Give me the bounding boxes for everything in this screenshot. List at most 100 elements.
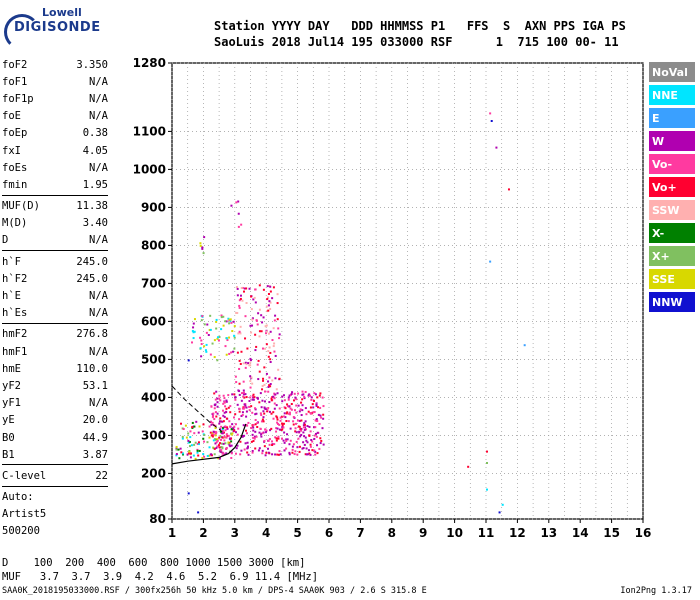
param-row: foF1p N/A [2,90,108,107]
echo-point [242,362,245,365]
echo-point [261,449,264,452]
echo-point [222,426,225,429]
echo-point [233,336,236,339]
echo-point [286,433,289,436]
echo-point [191,341,194,344]
param-name: h`F [2,255,21,268]
echo-point [206,323,209,326]
echo-point [208,446,211,449]
echo-point [192,337,195,340]
echo-point [274,377,277,380]
echo-point [269,429,272,432]
echo-point [238,359,241,362]
echo-point [229,425,232,428]
echo-point [237,332,240,335]
param-value: 44.9 [82,431,108,444]
echo-point [267,451,270,454]
legend-item: NoVal [649,62,695,82]
echo-point [305,439,308,442]
param-row: Auto: [2,489,108,506]
echo-point [315,403,318,406]
echo-point [229,405,232,408]
echo-point [224,429,227,432]
echo-point [228,318,231,321]
echo-point [269,307,272,310]
echo-point [193,318,196,321]
echo-point [238,367,241,370]
echo-point [251,398,254,401]
echo-point [298,419,301,422]
echo-point [268,346,271,349]
echo-point [293,409,296,412]
echo-point [200,319,203,322]
param-value: 53.1 [82,379,108,392]
echo-point [314,426,317,429]
echo-point [273,392,276,395]
echo-point [248,364,251,367]
echo-point [269,285,272,288]
echo-point [218,442,221,445]
echo-point [244,361,247,364]
param-value: 3.87 [82,448,108,461]
echo-point [224,442,227,445]
echo-point [194,457,197,460]
echo-point [285,439,288,442]
echo-point [237,225,240,228]
param-row: B0 44.9 [2,429,108,446]
echo-point [267,439,270,442]
echo-point [239,297,242,300]
echo-point [302,426,305,429]
echo-point [293,392,296,395]
param-row: foEp 0.38 [2,125,108,142]
echo-point [248,400,251,403]
echo-point [259,427,262,430]
echo-point [239,332,242,335]
echo-point [254,349,257,352]
x-tick-label: 7 [356,526,364,540]
echo-point [304,390,307,393]
param-name: D [2,234,9,247]
echo-point [200,339,203,342]
echo-point [467,465,470,468]
echo-point [264,408,267,411]
echo-point [261,388,264,391]
echo-point [220,316,223,319]
echo-point [291,391,294,394]
echo-point [273,397,276,400]
echo-point [201,246,204,249]
echo-point [258,447,261,450]
echo-point [181,452,184,455]
echo-point [282,394,285,397]
echo-point [294,422,297,425]
echo-point [271,379,274,382]
echo-point [241,286,244,289]
echo-point [180,451,183,454]
echo-point [304,453,307,456]
param-separator [2,464,108,466]
echo-point [249,324,252,327]
echo-point [188,450,191,453]
echo-point [262,410,265,413]
echo-point [265,429,268,432]
echo-point [236,403,239,406]
echo-point [307,410,310,413]
echo-point [265,332,268,335]
param-row: foE N/A [2,108,108,125]
echo-point [315,418,318,421]
echo-point [498,511,501,514]
echo-point [251,411,254,414]
echo-point [256,425,259,428]
echo-point [215,327,218,330]
echo-point [300,414,303,417]
polarization-legend: NoVal NNE E W Vo- Vo+ SSW X- X+ SSE NNW [649,62,695,315]
echo-point [190,452,193,455]
echo-point [203,455,206,458]
param-name: hmF1 [2,345,28,358]
echo-point [260,314,263,317]
echo-point [234,431,237,434]
param-name: 500200 [2,525,40,538]
echo-point [285,419,288,422]
echo-point [490,120,493,122]
echo-point [206,441,209,444]
echo-point [228,336,231,339]
